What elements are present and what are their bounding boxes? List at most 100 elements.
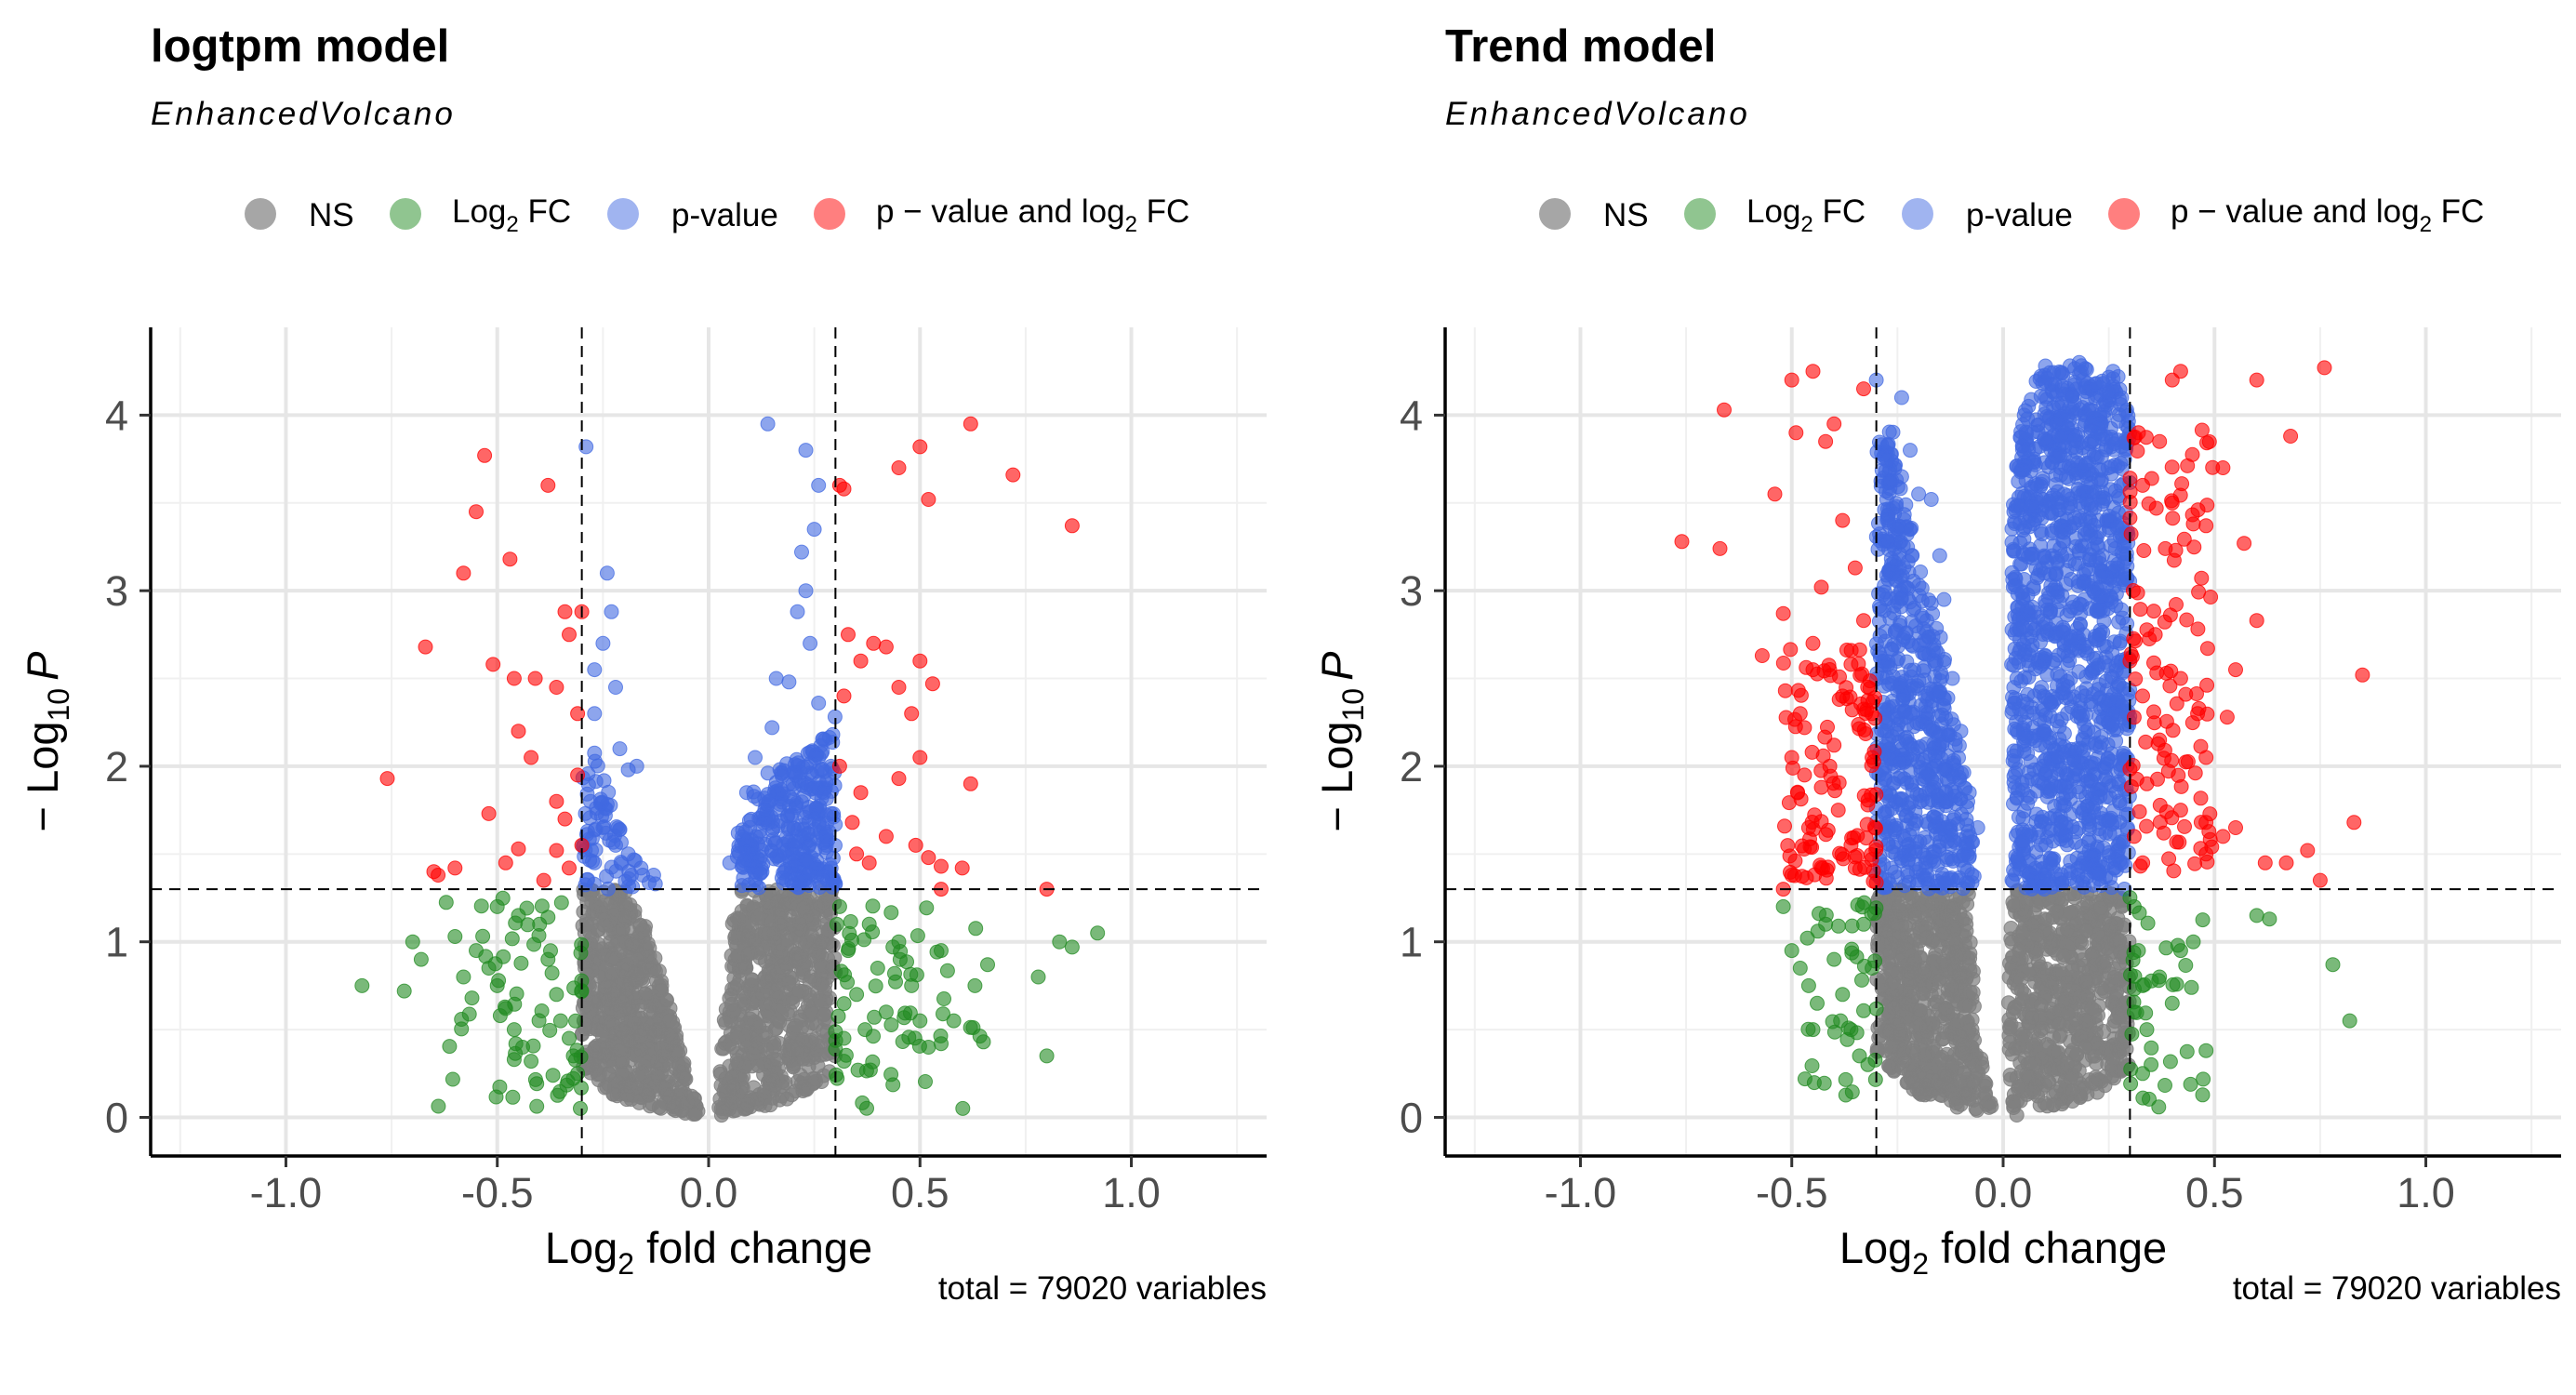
point-log2fc [907,1030,923,1046]
point-ns [2005,1094,2021,1109]
point-pvalue-and-log2fc [908,837,923,853]
point-pvalue [1904,669,1919,684]
point-ns [735,1093,750,1109]
point-ns [1889,981,1904,997]
point-pvalue-and-log2fc [891,460,907,475]
point-log2fc [447,929,463,944]
point-pvalue [1881,785,1897,801]
point-ns [806,908,822,923]
chart-caption: total = 79020 variables [938,1270,1267,1307]
point-ns [2004,935,2020,950]
point-log2fc [487,956,503,972]
x-tick-label: 0.0 [680,1169,738,1216]
point-pvalue [1930,787,1945,803]
point-log2fc [1052,934,1068,950]
point-log2fc [454,1012,470,1027]
point-pvalue [1959,863,1975,878]
point-pvalue [604,604,619,619]
point-pvalue-and-log2fc [1005,467,1021,483]
point-pvalue [809,764,825,779]
point-log2fc [553,895,569,910]
point-pvalue-and-log2fc [379,771,395,787]
point-log2fc [939,963,955,978]
point-ns [774,950,790,964]
point-log2fc [967,977,983,993]
point-pvalue [776,786,791,802]
point-log2fc [841,940,856,956]
point-pvalue [1959,837,1975,853]
point-ns [613,942,629,958]
point-ns [774,1079,790,1094]
point-pvalue [1891,651,1906,667]
point-ns [1918,978,1933,993]
point-pvalue [768,671,784,686]
point-ns [621,1078,637,1094]
point-pvalue [1892,680,1907,695]
point-ns [2042,925,2058,941]
point-pvalue [2094,548,2110,564]
point-ns [2109,1010,2125,1026]
point-ns [604,965,619,981]
point-pvalue [1909,715,1925,731]
legend-label-log2fc: Log2 FC [452,193,571,237]
point-ns [639,942,654,958]
point-ns [597,996,613,1012]
point-pvalue [1939,819,1955,835]
point-ns [584,1056,600,1072]
point-ns [1881,1009,1896,1025]
x-axis-label: Log2 fold change [545,1223,872,1281]
point-log2fc [843,914,858,929]
point-pvalue-and-log2fc [418,639,433,655]
point-pvalue [608,837,623,853]
point-ns [609,1004,625,1020]
point-log2fc [560,1073,576,1089]
point-pvalue-and-log2fc [878,829,894,844]
legend: NS Log2 FC p-value p − value and log2 FC [1539,193,2484,237]
legend-swatch-pvalue [607,198,639,230]
point-pvalue-and-log2fc [1064,518,1080,534]
point-ns [2072,934,2088,950]
point-pvalue-and-log2fc [836,688,852,704]
point-pvalue [803,744,818,760]
point-log2fc [929,944,945,960]
point-pvalue-and-log2fc [921,492,936,507]
legend-swatch-ns [245,198,276,230]
point-ns [1965,985,1981,1001]
point-pvalue-and-log2fc [904,706,920,722]
point-pvalue [1896,754,1912,770]
point-ns [736,986,751,1002]
point-log2fc [396,983,412,999]
point-pvalue [818,790,834,806]
x-tick-label: -1.0 [250,1169,323,1216]
point-ns [1930,1074,1945,1090]
point-log2fc [919,900,935,916]
point-log2fc [456,969,471,985]
y-tick-label: 0 [105,1094,128,1141]
point-log2fc [524,1054,539,1070]
point-pvalue [1943,879,1959,895]
point-pvalue [797,852,813,868]
point-ns [2055,950,2071,965]
point-log2fc [545,1068,561,1083]
point-pvalue [790,604,805,619]
point-ns [785,1059,801,1075]
point-ns [2030,953,2046,969]
point-pvalue [2034,526,2050,542]
point-log2fc [531,928,547,943]
point-ns [1905,956,1921,972]
point-pvalue [612,822,628,837]
point-ns [763,1097,778,1113]
point-pvalue [730,825,746,841]
point-ns [678,1071,694,1087]
point-pvalue-and-log2fc [426,864,442,880]
point-pvalue [1920,816,1936,831]
point-pvalue [1892,704,1907,720]
point-ns [607,1079,622,1095]
y-tick-label: 4 [105,392,128,439]
point-pvalue-and-log2fc [853,653,869,669]
point-log2fc [885,939,901,955]
point-log2fc [867,1009,883,1025]
point-log2fc [936,991,951,1006]
point-pvalue [1919,737,1934,752]
point-pvalue [2115,610,2131,626]
